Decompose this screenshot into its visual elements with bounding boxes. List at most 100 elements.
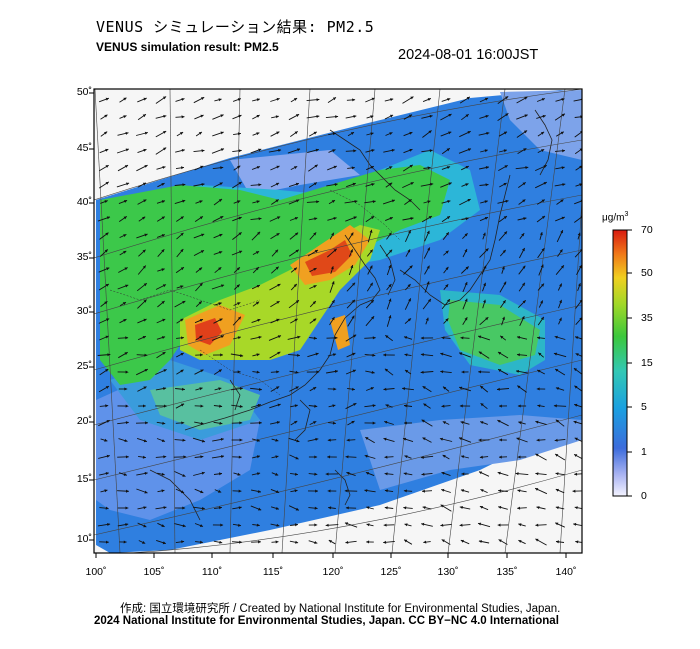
wind-arrowhead: [295, 386, 299, 390]
wind-arrowhead: [258, 183, 262, 187]
wind-arrowhead: [297, 335, 301, 339]
wind-arrowhead: [540, 264, 544, 268]
wind-arrowhead: [466, 96, 470, 100]
wind-arrowhead: [422, 437, 426, 441]
wind-arrowhead: [314, 164, 318, 168]
wind-arrowhead: [420, 370, 424, 374]
wind-arrowhead: [503, 216, 507, 219]
wind-arrowhead: [426, 281, 430, 285]
wind-arrowhead: [331, 232, 334, 236]
wind-arrowhead: [314, 250, 318, 253]
wind-arrowhead: [574, 472, 578, 476]
wind-arrowhead: [313, 285, 317, 288]
wind-arrowhead: [389, 114, 394, 118]
wind-arrowhead: [573, 420, 577, 424]
wind-arrowhead: [275, 266, 279, 270]
wind-arrowhead: [124, 200, 128, 203]
wind-arrowhead: [198, 132, 202, 135]
wind-arrowhead: [370, 166, 374, 169]
wind-arrowhead: [312, 301, 316, 305]
wind-arrowhead: [257, 472, 261, 476]
wind-arrowhead: [575, 540, 579, 544]
lat-tick-label: 45˚: [76, 142, 92, 154]
wind-arrowhead: [459, 386, 463, 390]
copyright-line: 2024 National Institute for Environmenta…: [94, 615, 559, 627]
wind-arrowhead: [275, 199, 279, 203]
wind-arrowhead: [162, 541, 166, 545]
wind-arrowhead: [371, 316, 375, 320]
wind-arrowhead: [297, 353, 300, 357]
wind-arrowhead: [181, 149, 185, 152]
wind-arrowhead: [371, 370, 375, 374]
wind-arrowhead: [220, 335, 224, 339]
wind-arrowhead: [294, 421, 298, 424]
wind-arrowhead: [561, 113, 565, 117]
wind-arrowhead: [278, 148, 282, 152]
wind-arrowhead: [125, 404, 129, 408]
wind-arrowhead: [351, 387, 355, 391]
wind-arrowhead: [277, 216, 281, 220]
wind-arrowhead: [256, 200, 260, 204]
wind-arrowhead: [315, 148, 319, 152]
wind-arrowhead: [345, 506, 349, 510]
wind-arrowhead: [180, 369, 184, 373]
wind-arrowhead: [331, 317, 335, 321]
wind-arrowhead: [426, 265, 430, 269]
wind-arrowhead: [535, 538, 539, 542]
wind-arrowhead: [295, 456, 299, 460]
lon-tick-label: 125˚: [380, 566, 402, 578]
wind-arrowhead: [275, 438, 279, 442]
wind-arrowhead: [561, 98, 565, 101]
wind-arrowhead: [371, 97, 375, 101]
wind-arrowhead: [344, 489, 348, 493]
wind-arrowhead: [180, 353, 184, 356]
wind-arrowhead: [464, 317, 468, 321]
wind-arrowhead: [478, 351, 482, 355]
wind-arrowhead: [422, 489, 425, 493]
wind-arrowhead: [144, 490, 148, 494]
wind-arrowhead: [483, 265, 487, 269]
wind-arrowhead: [201, 439, 205, 443]
wind-arrowhead: [535, 488, 539, 491]
wind-arrowhead: [573, 522, 577, 526]
wind-arrowhead: [577, 232, 581, 236]
wind-arrowhead: [218, 506, 222, 510]
wind-arrowhead: [440, 504, 444, 508]
wind-arrowhead: [523, 217, 527, 221]
wind-arrowhead: [294, 523, 298, 527]
wind-arrow: [574, 200, 582, 205]
wind-arrowhead: [123, 540, 127, 544]
wind-arrowhead: [161, 234, 165, 237]
wind-arrowhead: [255, 267, 259, 271]
wind-arrowhead: [445, 250, 449, 254]
wind-arrowhead: [410, 96, 414, 100]
low-concentration-region: [230, 150, 360, 195]
wind-arrowhead: [465, 183, 469, 187]
wind-arrowhead: [122, 302, 126, 305]
wind-arrowhead: [345, 540, 349, 544]
wind-arrowhead: [238, 149, 242, 153]
wind-arrowhead: [294, 318, 298, 322]
wind-arrowhead: [460, 421, 464, 424]
wind-arrowhead: [484, 149, 488, 153]
map-area: [94, 89, 582, 553]
wind-arrowhead: [180, 318, 184, 322]
wind-arrowhead: [162, 352, 166, 355]
wind-arrowhead: [518, 523, 522, 527]
wind-arrowhead: [447, 200, 451, 203]
wind-arrowhead: [370, 132, 374, 136]
wind-arrowhead: [485, 248, 489, 252]
wind-arrowhead: [238, 114, 242, 118]
wind-arrowhead: [521, 316, 525, 320]
wind-arrowhead: [181, 166, 184, 170]
wind-arrowhead: [238, 232, 242, 236]
wind-arrowhead: [366, 523, 370, 527]
wind-arrowhead: [504, 165, 508, 169]
wind-arrowhead: [238, 455, 242, 459]
wind-arrowhead: [388, 265, 392, 269]
wind-arrowhead: [407, 284, 411, 288]
wind-arrowhead: [524, 97, 528, 100]
wind-arrowhead: [237, 200, 241, 204]
axis-ticks: [89, 92, 567, 558]
wind-arrowhead: [163, 506, 167, 510]
